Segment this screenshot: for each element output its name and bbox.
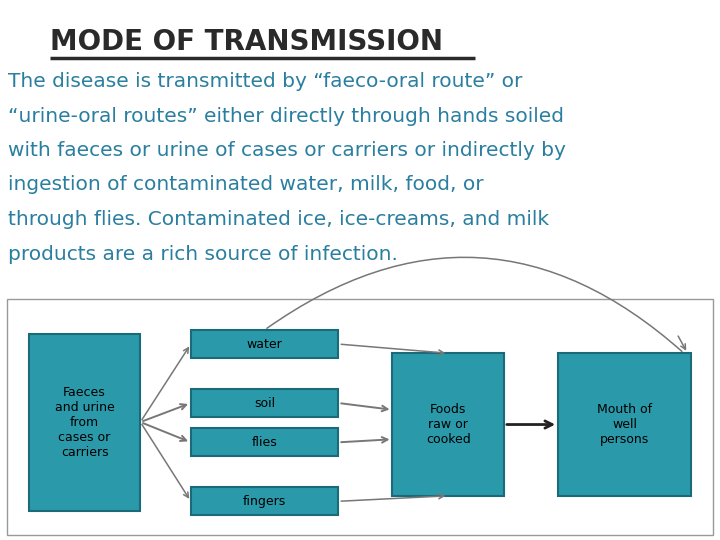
Text: products are a rich source of infection.: products are a rich source of infection. (8, 245, 398, 264)
Text: through flies. Contaminated ice, ice-creams, and milk: through flies. Contaminated ice, ice-cre… (8, 210, 549, 229)
Text: Faeces
and urine
from
cases or
carriers: Faeces and urine from cases or carriers (55, 386, 114, 458)
Bar (392, 353, 504, 496)
Bar (558, 353, 691, 496)
Bar (191, 487, 338, 515)
Text: soil: soil (254, 396, 275, 409)
Text: Mouth of
well
persons: Mouth of well persons (597, 403, 652, 446)
Text: MODE OF TRANSMISSION: MODE OF TRANSMISSION (50, 28, 443, 56)
Text: with faeces or urine of cases or carriers or indirectly by: with faeces or urine of cases or carrier… (8, 141, 566, 160)
Bar (191, 330, 338, 358)
Bar (29, 334, 140, 510)
Text: water: water (247, 338, 282, 350)
Text: The disease is transmitted by “faeco-oral route” or: The disease is transmitted by “faeco-ora… (8, 72, 523, 91)
Text: flies: flies (252, 436, 277, 449)
Bar (191, 389, 338, 417)
Text: “urine-oral routes” either directly through hands soiled: “urine-oral routes” either directly thro… (8, 106, 564, 125)
Bar (191, 428, 338, 456)
Text: Foods
raw or
cooked: Foods raw or cooked (426, 403, 471, 446)
Text: ingestion of contaminated water, milk, food, or: ingestion of contaminated water, milk, f… (8, 176, 484, 194)
Text: fingers: fingers (243, 495, 287, 508)
